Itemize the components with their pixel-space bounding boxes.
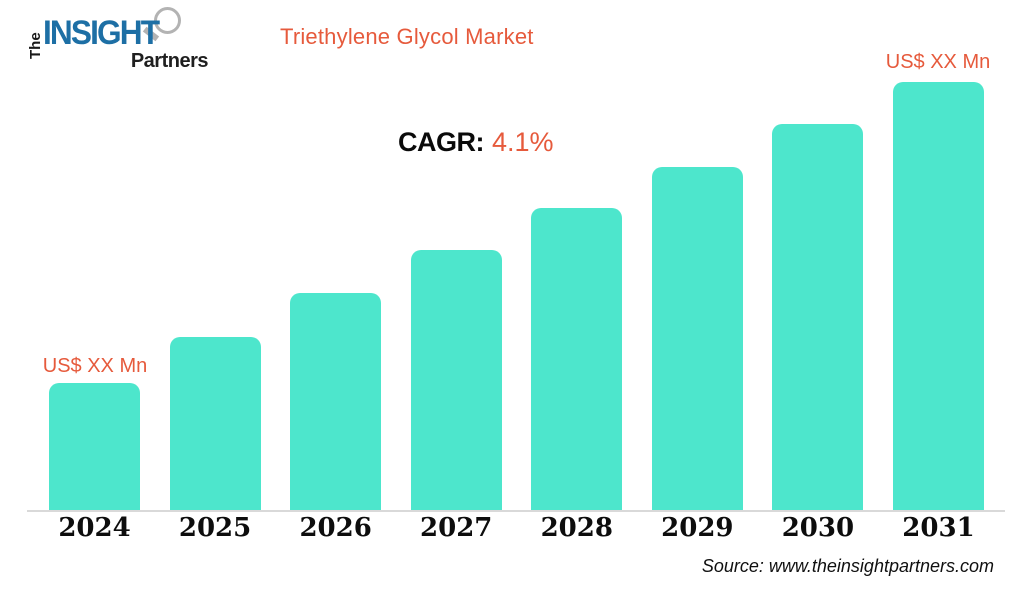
- x-tick-2027: 2027: [420, 513, 493, 543]
- bar-2026: [290, 293, 382, 510]
- cagr-annotation: CAGR: 4.1%: [398, 127, 554, 158]
- x-tick-2030: 2030: [781, 513, 855, 543]
- x-tick-2024: 2024: [58, 513, 131, 543]
- x-tick-2028: 2028: [540, 513, 613, 543]
- bar-value-label-2031: US$ XX Mn: [885, 51, 991, 73]
- insight-partners-logo: The INSIGHT Partners: [26, 6, 209, 80]
- logo-word-insight: INSIGHT: [43, 14, 160, 52]
- bar-2031: [892, 82, 984, 510]
- x-tick-2025: 2025: [178, 513, 252, 543]
- x-tick-2026: 2026: [299, 513, 372, 543]
- x-axis-line: [27, 510, 1005, 512]
- cagr-label: CAGR:: [398, 127, 485, 157]
- cagr-value: 4.1%: [492, 127, 554, 157]
- bar-2025: [169, 337, 261, 510]
- x-tick-2031: 2031: [902, 513, 975, 543]
- magnifier-lens-icon: [154, 7, 181, 34]
- bar-2024: [49, 383, 140, 510]
- bar-2030: [772, 124, 864, 510]
- bar-2027: [410, 250, 502, 510]
- bar-2029: [651, 167, 743, 510]
- bar-value-label-2024: US$ XX Mn: [42, 355, 148, 377]
- source-credit: Source: www.theinsightpartners.com: [701, 556, 994, 576]
- x-tick-2029: 2029: [661, 513, 734, 543]
- bar-2028: [531, 208, 623, 510]
- chart-title: Triethylene Glycol Market: [280, 24, 534, 49]
- logo-word-partners: Partners: [130, 50, 209, 72]
